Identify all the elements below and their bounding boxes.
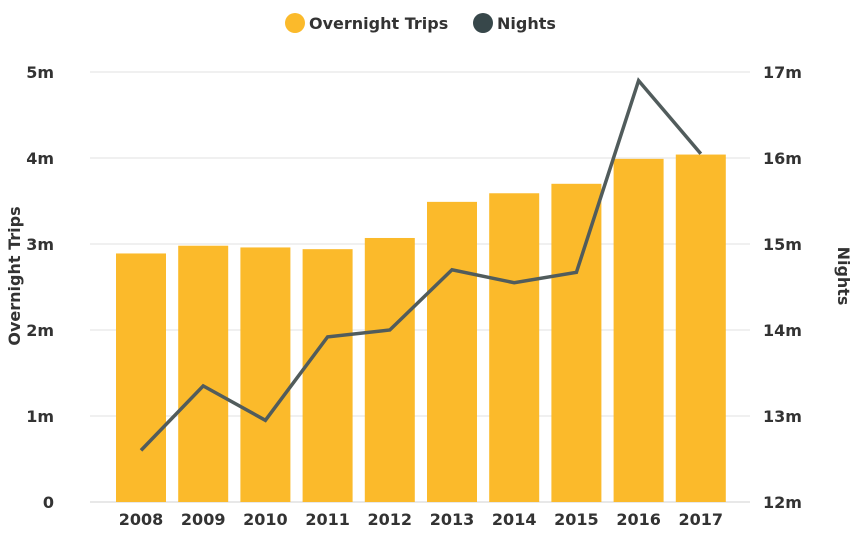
bar-overnight-trips-2013	[427, 202, 477, 502]
y-tick-label-right: 13m	[763, 407, 802, 426]
legend-label-overnight-trips: Overnight Trips	[309, 14, 448, 33]
x-tick-label: 2017	[679, 510, 724, 529]
y-tick-label-left: 4m	[26, 149, 54, 168]
y-axis-title-right: Nights	[834, 247, 850, 306]
x-tick-label: 2016	[616, 510, 661, 529]
y-tick-label-right: 14m	[763, 321, 802, 340]
y-axis-left: 0 1m 2m 3m 4m 5m	[26, 63, 54, 512]
legend: Overnight Trips Nights	[285, 13, 556, 33]
legend-label-nights: Nights	[497, 14, 556, 33]
legend-swatch-overnight-trips	[285, 13, 305, 33]
y-tick-label-right: 16m	[763, 149, 802, 168]
bar-overnight-trips-2012	[365, 238, 415, 502]
y-tick-label-left: 1m	[26, 407, 54, 426]
bar-overnight-trips-2014	[489, 193, 539, 502]
x-tick-label: 2008	[119, 510, 164, 529]
bar-overnight-trips-2009	[178, 246, 228, 502]
x-axis: 2008 2009 2010 2011 2012 2013 2014 2015 2016 2017	[119, 510, 723, 529]
y-tick-label-left: 5m	[26, 63, 54, 82]
x-tick-label: 2015	[554, 510, 599, 529]
bar-overnight-trips-2017	[676, 155, 726, 502]
x-tick-label: 2014	[492, 510, 537, 529]
x-tick-label: 2013	[430, 510, 475, 529]
y-tick-label-right: 12m	[763, 493, 802, 512]
y-tick-label-left: 0	[43, 493, 54, 512]
bar-overnight-trips-2008	[116, 253, 166, 502]
x-tick-label: 2010	[243, 510, 288, 529]
legend-swatch-nights	[473, 13, 493, 33]
bars	[116, 155, 726, 502]
y-tick-label-left: 2m	[26, 321, 54, 340]
x-tick-label: 2012	[368, 510, 413, 529]
x-tick-label: 2009	[181, 510, 226, 529]
bar-overnight-trips-2011	[303, 249, 353, 502]
x-tick-label: 2011	[305, 510, 350, 529]
bar-overnight-trips-2015	[551, 184, 601, 502]
bar-overnight-trips-2010	[240, 247, 290, 502]
y-tick-label-right: 15m	[763, 235, 802, 254]
y-tick-label-left: 3m	[26, 235, 54, 254]
y-axis-right: 12m 13m 14m 15m 16m 17m	[763, 63, 802, 512]
bar-overnight-trips-2016	[614, 159, 664, 502]
y-tick-label-right: 17m	[763, 63, 802, 82]
y-axis-title-left: Overnight Trips	[5, 206, 24, 345]
